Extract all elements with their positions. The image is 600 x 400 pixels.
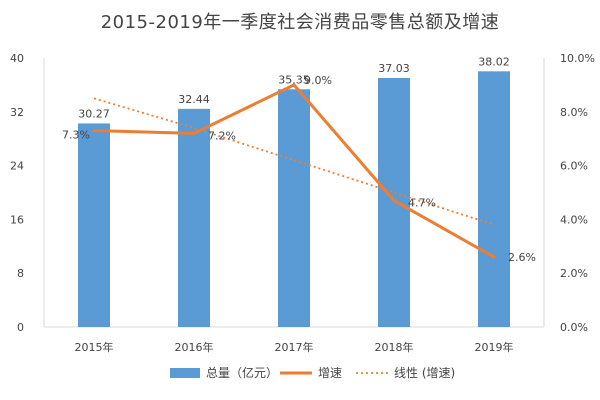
y-right-tick-label: 8.0% <box>560 106 588 119</box>
bar <box>78 123 110 327</box>
growth-value-label: 7.2% <box>208 129 236 142</box>
legend-line-label: 增速 <box>318 366 342 380</box>
y-left-tick-label: 8 <box>17 267 24 280</box>
growth-value-label: 4.7% <box>408 197 436 210</box>
bar <box>278 89 310 328</box>
y-left-tick-label: 16 <box>10 213 24 226</box>
chart-title: 2015-2019年一季度社会消费品零售总额及增速 <box>100 12 500 33</box>
y-right-tick-label: 4.0% <box>560 213 588 226</box>
x-tick-label: 2019年 <box>475 340 514 354</box>
y-left-tick-label: 32 <box>10 106 24 119</box>
growth-value-label: 7.3% <box>62 129 90 142</box>
growth-value-label: 2.6% <box>508 251 536 264</box>
bar-value-label: 37.03 <box>378 62 410 75</box>
x-tick-label: 2015年 <box>75 340 114 354</box>
bar-value-label: 35.35 <box>278 73 310 86</box>
growth-value-label: 9.0% <box>304 74 332 87</box>
bar <box>378 77 410 327</box>
x-tick-label: 2016年 <box>175 340 214 354</box>
x-tick-label: 2017年 <box>275 340 314 354</box>
bar-value-label: 38.02 <box>478 55 510 68</box>
y-left-tick-label: 0 <box>17 321 24 334</box>
y-right-tick-label: 6.0% <box>560 160 588 173</box>
y-left-tick-label: 40 <box>10 52 24 65</box>
y-right-tick-label: 2.0% <box>560 267 588 280</box>
x-tick-label: 2018年 <box>375 340 414 354</box>
bar-value-label: 32.44 <box>178 93 210 106</box>
bar-value-label: 30.27 <box>78 107 110 120</box>
y-right-tick-label: 10.0% <box>560 52 595 65</box>
bar <box>178 108 210 327</box>
legend-bar-label: 总量（亿元） <box>206 365 278 380</box>
legend-bar-swatch <box>170 368 200 378</box>
growth-line-series <box>92 83 496 259</box>
legend-trendline-label: 线性 (增速) <box>394 366 455 380</box>
bar <box>478 71 510 328</box>
y-left-tick-label: 24 <box>10 160 24 173</box>
y-right-tick-label: 0.0% <box>560 321 588 334</box>
